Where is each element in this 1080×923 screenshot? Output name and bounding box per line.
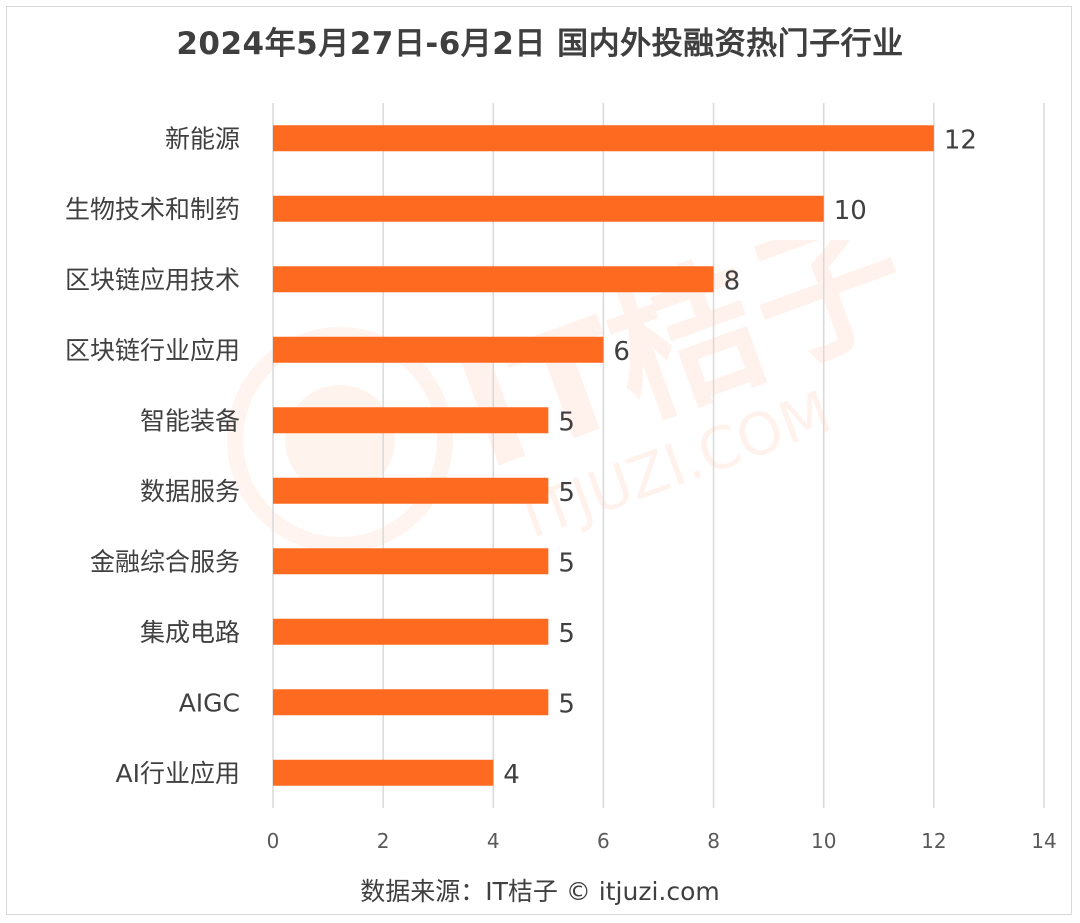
bar [273,548,549,575]
category-label: AI行业应用 [116,759,240,788]
data-label: 5 [558,548,575,578]
category-label: 集成电路 [140,618,240,647]
bar [273,125,934,152]
bar [273,477,549,504]
category-label: 数据服务 [140,477,240,506]
category-label: 新能源 [165,124,240,153]
x-tick-label: 8 [707,829,720,853]
category-label: 金融综合服务 [90,547,240,576]
category-label: AIGC [179,688,240,717]
category-label: 区块链应用技术 [65,265,240,294]
bar [273,195,824,222]
data-label: 5 [558,478,575,508]
bar [273,689,549,716]
category-label: 智能装备 [140,406,240,435]
data-label: 12 [944,125,977,155]
x-tick-label: 14 [1031,829,1056,853]
x-tick-label: 10 [811,829,836,853]
bar [273,759,494,786]
category-label: 区块链行业应用 [65,336,240,365]
bar [273,336,604,363]
bar [273,266,714,293]
data-label: 5 [558,407,575,437]
chart-frame [6,6,1072,915]
chart-title: 2024年5月27日-6月2日 国内外投融资热门子行业 [176,26,904,62]
x-tick-label: 12 [921,829,946,853]
x-tick-label: 6 [597,829,610,853]
data-label: 8 [724,266,741,296]
data-label: 4 [503,760,520,790]
x-tick-label: 2 [377,829,390,853]
category-label: 生物技术和制药 [65,195,240,224]
bar [273,407,549,434]
x-tick-label: 0 [267,829,280,853]
data-source: 数据来源：IT桔子 © itjuzi.com [360,877,720,906]
x-tick-label: 4 [487,829,500,853]
data-label: 6 [613,337,630,367]
data-label: 5 [558,619,575,649]
data-label: 5 [558,689,575,719]
bar [273,618,549,645]
data-label: 10 [834,196,867,226]
